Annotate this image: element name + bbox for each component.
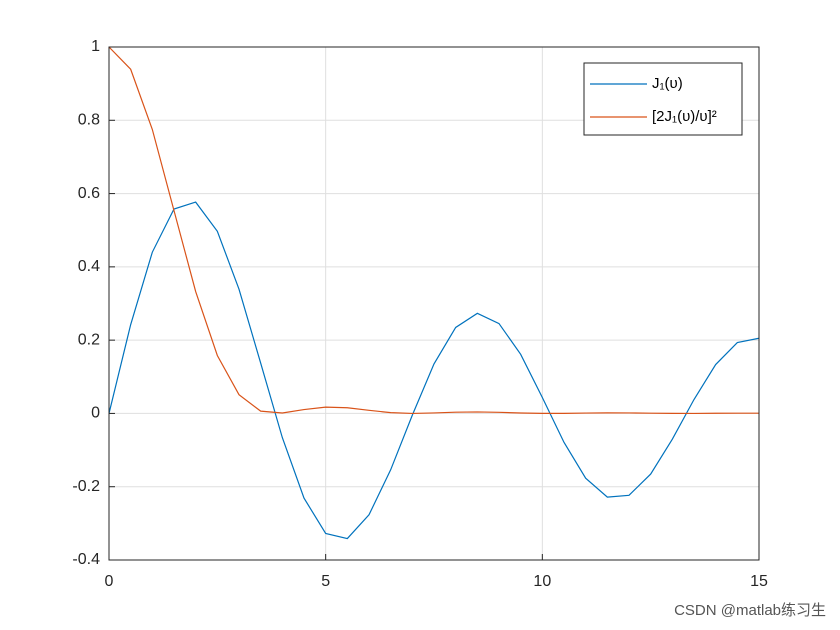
legend-box xyxy=(583,62,743,136)
y-tick-label: 0.6 xyxy=(78,185,100,202)
y-tick-label: 0 xyxy=(91,405,100,422)
y-tick-label: 1 xyxy=(91,38,100,55)
x-tick-label: 10 xyxy=(533,573,551,590)
x-tick-label: 5 xyxy=(321,573,330,590)
y-tick-label: -0.4 xyxy=(72,551,100,568)
watermark: CSDN @matlab练习生 xyxy=(674,602,826,619)
y-tick-label: 0.8 xyxy=(78,112,100,129)
plot-lines xyxy=(108,46,760,540)
y-tick-label: 0.2 xyxy=(78,331,100,348)
y-tick-label: 0.4 xyxy=(78,258,100,275)
y-tick-label: -0.2 xyxy=(72,478,100,495)
legend-label: [2J₁(υ)/υ]² xyxy=(652,108,717,125)
axes-box xyxy=(108,46,760,561)
series-line xyxy=(108,46,759,415)
ticks: 0 5 10 15 -0.4 -0.2 0 0.2 0.4 0.6 0.8 1 xyxy=(72,38,768,590)
x-tick-label: 0 xyxy=(105,573,114,590)
series-line xyxy=(108,201,760,540)
legend-label: J₁(υ) xyxy=(652,75,683,92)
x-tick-label: 15 xyxy=(750,573,768,590)
legend: J₁(υ) [2J₁(υ)/υ]² xyxy=(583,62,743,136)
